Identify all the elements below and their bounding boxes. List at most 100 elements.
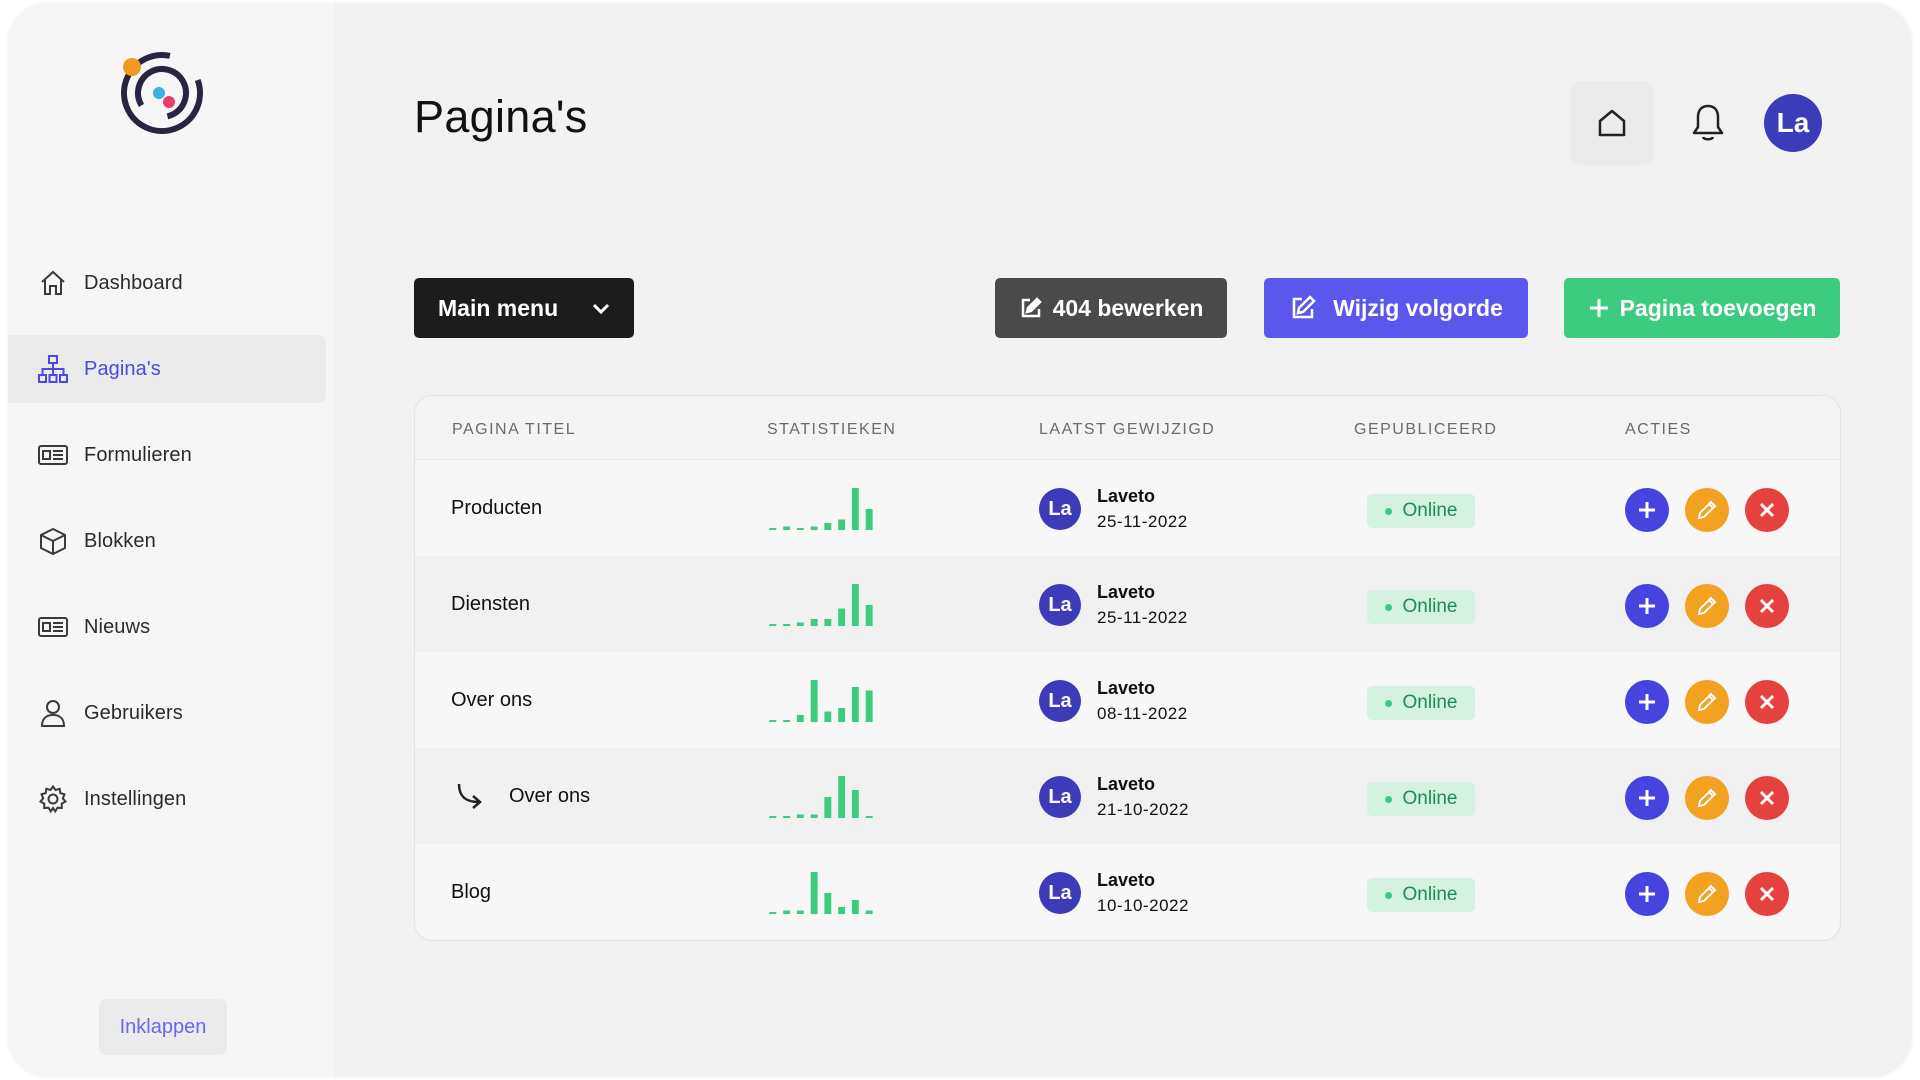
avatar[interactable]: La (1764, 94, 1822, 152)
user-icon (37, 697, 69, 729)
edit-page-button[interactable] (1685, 680, 1729, 724)
stats-bar (796, 528, 804, 530)
plus-icon (1588, 297, 1610, 319)
table-row[interactable]: Producten La Laveto 25-11-2022 Online (415, 460, 1840, 556)
sidebar-item-formulieren[interactable]: Formulieren (8, 421, 326, 489)
sidebar-item-nieuws[interactable]: Nieuws (8, 593, 326, 661)
add-subpage-button[interactable] (1625, 776, 1669, 820)
collapse-button[interactable]: Inklappen (99, 999, 227, 1055)
delete-page-button[interactable] (1745, 584, 1789, 628)
delete-page-button[interactable] (1745, 488, 1789, 532)
stats-bar (851, 488, 859, 530)
add-subpage-button[interactable] (1625, 488, 1669, 532)
stats-bar (824, 797, 832, 818)
reorder-label: Wijzig volgorde (1333, 294, 1503, 321)
stats-sparkline (769, 776, 873, 818)
stats-sparkline (769, 680, 873, 722)
pencil-icon (1697, 500, 1717, 520)
stats-bar (851, 584, 859, 626)
sidebar-item-instellingen[interactable]: Instellingen (8, 765, 326, 833)
author-name: Laveto (1097, 678, 1156, 698)
author-avatar: La (1039, 584, 1081, 626)
pencil-icon (1697, 692, 1717, 712)
status-dot (1384, 891, 1392, 899)
edit-page-button[interactable] (1685, 776, 1729, 820)
logo[interactable] (118, 49, 206, 137)
stats-bar (783, 816, 791, 818)
plus-icon (1639, 790, 1655, 806)
stats-bar (810, 872, 818, 914)
sidebar-item-label: Formulieren (84, 443, 192, 466)
edit-404-button[interactable]: 404 bewerken (995, 278, 1227, 338)
add-subpage-button[interactable] (1625, 584, 1669, 628)
stats-bar (865, 605, 873, 626)
sidebar-item-paginas[interactable]: Pagina's (8, 335, 326, 403)
author-avatar: La (1039, 872, 1081, 914)
status-label: Online (1402, 884, 1458, 905)
status-badge: Online (1367, 782, 1475, 816)
delete-page-button[interactable] (1745, 680, 1789, 724)
edit-icon (1289, 294, 1317, 322)
page-title-cell[interactable]: Over ons (509, 785, 591, 807)
author-name: Laveto (1097, 870, 1156, 890)
column-header-stats[interactable]: STATISTIEKEN (767, 421, 897, 438)
stats-bar (796, 715, 804, 722)
sidebar-item-blokken[interactable]: Blokken (8, 507, 326, 575)
stats-sparkline (769, 488, 873, 530)
author-avatar: La (1039, 488, 1081, 530)
stats-bar (783, 526, 791, 530)
column-header-modified[interactable]: LAATST GEWIJZIGD (1039, 421, 1216, 438)
stats-bar (769, 624, 777, 626)
page-title-cell[interactable]: Blog (451, 881, 492, 903)
author-name: Laveto (1097, 486, 1156, 506)
stats-bar (838, 776, 846, 818)
reorder-button[interactable]: Wijzig volgorde (1264, 278, 1528, 338)
stats-bar (865, 690, 873, 722)
sidebar-item-label: Gebruikers (84, 701, 183, 724)
stats-bar (783, 624, 791, 626)
sidebar-item-label: Instellingen (84, 787, 187, 810)
modified-date: 25-11-2022 (1097, 512, 1188, 531)
menu-select[interactable]: Main menu (414, 278, 634, 338)
edit-404-label: 404 bewerken (1052, 294, 1204, 321)
column-header-title[interactable]: PAGINA TITEL (452, 421, 577, 438)
column-header-published[interactable]: GEPUBLICEERD (1354, 421, 1498, 438)
modified-date: 10-10-2022 (1097, 896, 1189, 915)
stats-bar (865, 910, 873, 914)
page-title-cell[interactable]: Producten (451, 497, 543, 519)
status-label: Online (1402, 500, 1458, 521)
stats-bar (824, 893, 832, 914)
page-title-cell[interactable]: Over ons (451, 689, 533, 711)
edit-page-button[interactable] (1685, 488, 1729, 532)
column-header-actions: ACTIES (1625, 421, 1692, 438)
table-row[interactable]: Diensten La Laveto 25-11-2022 Online (415, 556, 1840, 652)
form-icon (37, 439, 69, 471)
edit-page-button[interactable] (1685, 584, 1729, 628)
home-button[interactable] (1570, 81, 1654, 165)
status-badge: Online (1367, 590, 1475, 624)
close-icon (1759, 598, 1775, 614)
author-name: Laveto (1097, 774, 1156, 794)
table-row[interactable]: Over ons La Laveto 08-11-2022 Online (415, 652, 1840, 748)
pages-table: PAGINA TITEL STATISTIEKEN LAATST GEWIJZI… (414, 395, 1841, 941)
delete-page-button[interactable] (1745, 776, 1789, 820)
table-row[interactable]: Over ons La Laveto 21-10-2022 Online (415, 748, 1840, 844)
add-subpage-button[interactable] (1625, 680, 1669, 724)
stats-bar (865, 816, 873, 818)
add-page-button[interactable]: Pagina toevoegen (1564, 278, 1840, 338)
table-row[interactable]: Blog La Laveto 10-10-2022 Online (415, 844, 1840, 940)
plus-icon (1639, 502, 1655, 518)
page-title-cell[interactable]: Diensten (451, 593, 530, 615)
notifications-button[interactable] (1678, 93, 1738, 153)
sidebar-item-gebruikers[interactable]: Gebruikers (8, 679, 326, 747)
add-subpage-button[interactable] (1625, 872, 1669, 916)
edit-page-button[interactable] (1685, 872, 1729, 916)
table-header: PAGINA TITEL STATISTIEKEN LAATST GEWIJZI… (415, 396, 1840, 460)
stats-bar (838, 519, 846, 530)
pencil-icon (1697, 788, 1717, 808)
header-actions: La (1570, 81, 1822, 165)
delete-page-button[interactable] (1745, 872, 1789, 916)
sidebar-item-dashboard[interactable]: Dashboard (8, 249, 326, 317)
stats-bar (810, 619, 818, 626)
chevron-down-icon (592, 303, 610, 315)
